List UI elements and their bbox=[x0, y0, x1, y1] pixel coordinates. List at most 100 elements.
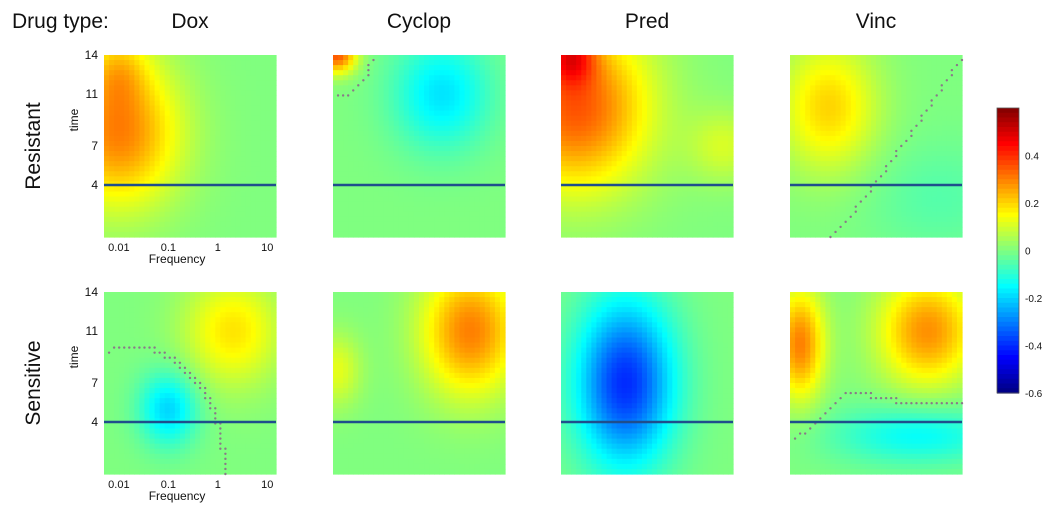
heatmap-cell bbox=[439, 216, 445, 223]
heatmap-cell bbox=[712, 140, 719, 147]
heatmap-cell bbox=[657, 110, 663, 117]
heatmap-cell bbox=[149, 130, 156, 137]
heatmap-cell bbox=[358, 140, 364, 147]
heatmap-cell bbox=[215, 70, 221, 76]
heatmap-cell bbox=[159, 216, 166, 223]
heatmap-cell bbox=[205, 75, 211, 81]
heatmap-cell bbox=[119, 231, 125, 238]
heatmap-cell bbox=[449, 90, 456, 97]
heatmap-cell bbox=[926, 201, 933, 208]
heatmap-cell bbox=[616, 201, 623, 208]
heatmap-cell bbox=[424, 120, 430, 127]
heatmap-cell bbox=[134, 176, 141, 182]
heatmap-cell bbox=[591, 115, 598, 122]
heatmap-cell bbox=[444, 60, 450, 66]
heatmap-cell bbox=[494, 140, 501, 147]
heatmap-cell bbox=[631, 146, 638, 152]
heatmap-cell bbox=[626, 146, 633, 152]
heatmap-cell bbox=[474, 146, 481, 152]
heatmap-cell bbox=[855, 75, 862, 81]
heatmap-cell bbox=[368, 151, 375, 157]
heatmap-cell bbox=[260, 140, 267, 147]
heatmap-cell bbox=[454, 201, 461, 208]
heatmap-cell bbox=[906, 105, 913, 112]
heatmap-cell bbox=[225, 85, 232, 91]
heatmap-cell bbox=[393, 171, 400, 177]
heatmap-cell bbox=[641, 125, 648, 132]
heatmap-cell bbox=[692, 135, 699, 142]
heatmap-cell bbox=[926, 95, 933, 102]
heatmap-cell bbox=[881, 70, 887, 76]
heatmap-cell bbox=[388, 95, 395, 102]
heatmap-cell bbox=[205, 120, 211, 127]
heatmap-cell bbox=[722, 110, 729, 117]
heatmap-cell bbox=[636, 115, 643, 122]
heatmap-cell bbox=[424, 211, 430, 218]
heatmap-cell bbox=[682, 140, 689, 147]
heatmap-cell bbox=[936, 125, 943, 132]
heatmap-cell bbox=[449, 105, 456, 112]
heatmap-cell bbox=[571, 226, 577, 233]
heatmap-cell bbox=[205, 216, 211, 223]
heatmap-cell bbox=[429, 226, 435, 233]
heatmap-cell bbox=[190, 196, 196, 203]
heatmap-cell bbox=[378, 206, 385, 213]
heatmap-cell bbox=[104, 206, 110, 213]
heatmap-cell bbox=[727, 85, 734, 91]
heatmap-cell bbox=[891, 80, 897, 86]
heatmap-cell bbox=[941, 95, 948, 102]
heatmap-cell bbox=[850, 231, 857, 238]
heatmap-cell bbox=[343, 231, 349, 238]
heatmap-cell bbox=[444, 176, 450, 182]
heatmap-cell bbox=[474, 65, 481, 71]
heatmap-cell bbox=[576, 231, 582, 238]
heatmap-cell bbox=[210, 186, 216, 193]
heatmap-cell bbox=[413, 135, 420, 142]
heatmap-cell bbox=[169, 75, 176, 81]
heatmap-cell bbox=[596, 110, 603, 117]
heatmap-cell bbox=[601, 201, 608, 208]
heatmap-cell bbox=[626, 115, 633, 122]
heatmap-cell bbox=[926, 130, 933, 137]
heatmap-cell bbox=[845, 135, 852, 142]
heatmap-cell bbox=[398, 75, 405, 81]
heatmap-cell bbox=[358, 110, 364, 117]
heatmap-cell bbox=[956, 191, 963, 198]
heatmap-cell bbox=[636, 161, 643, 167]
heatmap-cell bbox=[270, 105, 277, 112]
heatmap-cell bbox=[124, 140, 130, 147]
heatmap-cell bbox=[840, 146, 847, 152]
heatmap-cell bbox=[611, 75, 618, 81]
heatmap-cell bbox=[687, 176, 694, 182]
heatmap-cell bbox=[677, 166, 684, 172]
heatmap-cell bbox=[601, 186, 608, 193]
heatmap-cell bbox=[956, 196, 963, 203]
heatmap-cell bbox=[388, 176, 395, 182]
heatmap-cell bbox=[810, 80, 816, 86]
heatmap-cell bbox=[348, 161, 354, 167]
heatmap-cell bbox=[184, 292, 191, 298]
heatmap-cell bbox=[621, 216, 628, 223]
heatmap-cell bbox=[383, 211, 390, 218]
heatmap-cell bbox=[154, 115, 161, 122]
heatmap-cell bbox=[722, 201, 729, 208]
heatmap-cell bbox=[235, 135, 242, 142]
heatmap-cell bbox=[820, 60, 827, 66]
heatmap-cell bbox=[697, 146, 704, 152]
heatmap-cell bbox=[566, 146, 572, 152]
heatmap-cell bbox=[896, 231, 902, 238]
heatmap-cell bbox=[795, 85, 801, 91]
heatmap-cell bbox=[210, 156, 216, 162]
heatmap-cell bbox=[805, 201, 811, 208]
heatmap-cell bbox=[855, 176, 862, 182]
heatmap-cell bbox=[338, 135, 344, 142]
heatmap-cell bbox=[489, 140, 496, 147]
heatmap-cell bbox=[474, 60, 481, 66]
heatmap-cell bbox=[383, 221, 390, 228]
heatmap-cell bbox=[398, 196, 405, 203]
heatmap-cell bbox=[479, 151, 486, 157]
heatmap-cell bbox=[343, 171, 349, 177]
heatmap-cell bbox=[702, 70, 709, 76]
heatmap-cell bbox=[860, 186, 867, 193]
heatmap-cell bbox=[790, 60, 796, 66]
